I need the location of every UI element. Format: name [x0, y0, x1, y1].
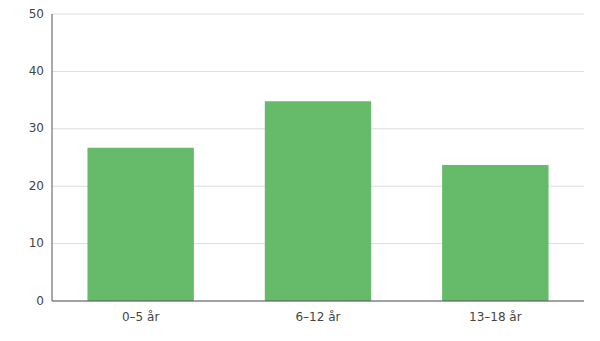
grid: [52, 14, 584, 301]
y-tick-label: 20: [29, 179, 44, 193]
bar: [265, 101, 371, 301]
grid-line: [52, 14, 584, 15]
y-tick-label: 30: [29, 121, 44, 135]
x-tick-label: 0–5 år: [122, 310, 159, 324]
y-axis-ticks: 0 10 20 30 40 50: [29, 7, 44, 308]
x-axis-ticks: 0–5 år 6–12 år 13–18 år: [122, 310, 522, 324]
x-tick-label: 6–12 år: [295, 310, 340, 324]
grid-line: [52, 301, 584, 302]
y-axis-line: [52, 14, 53, 301]
bar: [442, 165, 548, 301]
chart: 0 10 20 30 40 50 0–5 år 6–12 år 13–18 år: [0, 0, 600, 341]
x-tick-label: 13–18 år: [469, 310, 522, 324]
y-tick-label: 40: [29, 64, 44, 78]
bar: [87, 148, 193, 301]
y-tick-label: 10: [29, 236, 44, 250]
y-tick-label: 0: [36, 294, 44, 308]
x-axis-line: [52, 301, 584, 302]
bars: [87, 101, 548, 301]
chart-container: 0 10 20 30 40 50 0–5 år 6–12 år 13–18 år: [0, 0, 600, 341]
y-tick-label: 50: [29, 7, 44, 21]
grid-line: [52, 71, 584, 72]
